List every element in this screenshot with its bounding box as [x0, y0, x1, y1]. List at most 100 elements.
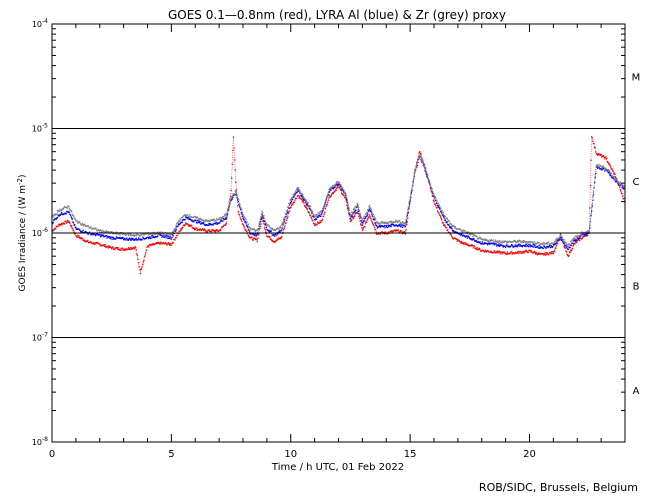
series-point-0 — [304, 205, 306, 208]
series-point-1 — [195, 219, 197, 222]
series-point-2 — [337, 181, 339, 183]
series-point-1 — [89, 231, 91, 233]
series-point-1 — [390, 225, 392, 228]
x-tick-label-3: 15 — [404, 449, 417, 460]
series-point-1 — [284, 219, 286, 221]
series-point-0 — [603, 156, 605, 159]
series-point-0 — [66, 219, 69, 222]
series-point-1 — [179, 222, 182, 225]
series-point-2 — [548, 241, 550, 243]
series-point-1 — [531, 245, 534, 248]
x-tick-label-1: 5 — [168, 449, 174, 460]
series-point-0 — [192, 226, 194, 229]
series-point-0 — [479, 248, 481, 250]
series-point-2 — [439, 206, 441, 208]
series-point-2 — [220, 216, 222, 219]
series-point-1 — [90, 234, 92, 236]
series-point-0 — [328, 194, 331, 196]
series-point-1 — [502, 245, 504, 247]
series-point-1 — [212, 224, 214, 226]
series-point-2 — [273, 229, 275, 231]
series-point-2 — [112, 233, 115, 235]
series-point-0 — [127, 248, 129, 250]
series-point-1 — [438, 207, 441, 209]
series-point-1 — [342, 190, 344, 192]
series-point-0 — [303, 204, 306, 207]
series-point-0 — [518, 252, 520, 255]
series-point-0 — [605, 156, 607, 158]
series-point-2 — [327, 193, 329, 195]
series-point-2 — [282, 218, 285, 221]
series-point-0 — [107, 247, 109, 249]
series-point-0 — [513, 253, 516, 255]
series-point-0 — [68, 221, 71, 223]
series-point-1 — [429, 182, 431, 185]
series-0 — [51, 135, 626, 275]
series-point-2 — [237, 198, 239, 200]
series-point-0 — [145, 252, 147, 254]
series-point-0 — [358, 215, 360, 217]
series-point-0 — [595, 151, 597, 153]
series-point-0 — [563, 245, 565, 248]
series-point-0 — [402, 231, 404, 233]
series-point-1 — [404, 226, 407, 228]
series-point-0 — [496, 252, 498, 254]
series-point-1 — [564, 244, 566, 246]
series-point-1 — [392, 223, 395, 226]
series-point-0 — [499, 250, 501, 253]
series-point-0 — [308, 212, 310, 214]
series-point-1 — [112, 236, 115, 239]
series-point-0 — [435, 204, 437, 207]
series-point-2 — [546, 242, 548, 244]
series-point-0 — [78, 236, 81, 239]
series-point-1 — [162, 234, 164, 236]
series-point-0 — [188, 225, 190, 227]
series-point-1 — [167, 235, 170, 237]
series-point-1 — [569, 246, 571, 249]
series-point-0 — [232, 136, 235, 138]
series-point-0 — [334, 190, 336, 193]
x-axis: 0 5 10 15 20 — [49, 24, 626, 460]
series-point-0 — [353, 216, 355, 218]
series-point-1 — [453, 229, 455, 232]
series-point-2 — [119, 234, 121, 236]
series-point-0 — [256, 238, 258, 240]
series-point-0 — [447, 229, 449, 231]
series-point-1 — [399, 223, 401, 226]
series-point-2 — [367, 209, 369, 211]
series-point-0 — [285, 219, 288, 221]
series-point-2 — [242, 215, 245, 217]
series-point-2 — [379, 222, 381, 224]
series-point-0 — [141, 266, 143, 268]
series-point-0 — [157, 241, 159, 243]
series-point-2 — [616, 180, 618, 182]
series-point-1 — [468, 235, 470, 238]
series-point-0 — [472, 244, 474, 246]
series-point-0 — [161, 242, 163, 244]
series-point-1 — [557, 239, 559, 241]
series-point-2 — [416, 161, 418, 163]
series-point-1 — [134, 238, 136, 240]
series-point-1 — [590, 210, 593, 212]
series-point-1 — [493, 244, 495, 246]
series-point-2 — [360, 216, 362, 219]
series-point-2 — [66, 207, 69, 209]
series-point-1 — [404, 224, 406, 226]
series-point-2 — [416, 164, 418, 166]
series-point-1 — [126, 237, 128, 239]
series-point-2 — [229, 201, 231, 204]
series-point-0 — [233, 147, 235, 149]
series-point-0 — [265, 232, 267, 235]
series-point-1 — [302, 197, 304, 199]
series-point-0 — [352, 216, 354, 218]
series-point-1 — [251, 233, 254, 235]
series-point-2 — [425, 171, 427, 173]
series-point-1 — [357, 204, 359, 206]
series-point-0 — [186, 223, 189, 225]
series-point-2 — [506, 240, 509, 242]
series-point-0 — [166, 244, 168, 246]
series-point-0 — [319, 221, 322, 224]
series-point-0 — [296, 195, 299, 197]
series-point-0 — [347, 209, 349, 211]
series-point-1 — [278, 231, 280, 233]
